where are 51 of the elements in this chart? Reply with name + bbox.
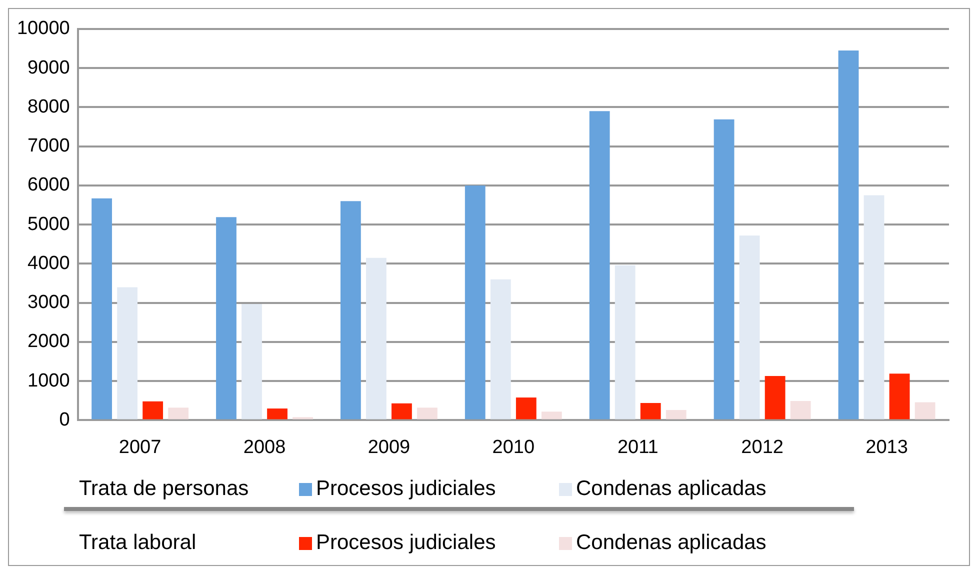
bar xyxy=(392,403,412,420)
bar xyxy=(739,236,760,420)
text: Trata laboral xyxy=(79,531,198,555)
y-tick-label: 4000 xyxy=(28,252,70,274)
bar xyxy=(864,195,884,420)
text: Trata de personas xyxy=(79,477,250,501)
y-tick-label: 9000 xyxy=(28,57,70,78)
bar xyxy=(417,408,438,420)
y-tick-label: 6000 xyxy=(28,174,70,196)
legend-label: Procesos judiciales xyxy=(316,531,496,555)
y-tick-label: 8000 xyxy=(28,96,70,118)
bar xyxy=(541,412,562,420)
bar xyxy=(92,198,112,420)
y-tick-label: 3000 xyxy=(28,292,70,314)
y-tick-label: 5000 xyxy=(28,214,70,235)
bar xyxy=(216,217,236,420)
bar xyxy=(366,258,386,420)
bar xyxy=(614,265,636,420)
bar xyxy=(640,402,661,420)
bar xyxy=(714,119,734,420)
x-tick-label: 2010 xyxy=(492,436,535,458)
bar xyxy=(666,410,686,420)
x-tick-label: 2007 xyxy=(118,436,162,458)
bar xyxy=(142,401,164,420)
bar xyxy=(589,111,610,420)
bar xyxy=(914,402,936,420)
x-tick-label: 2012 xyxy=(741,436,784,458)
x-tick-label: 2013 xyxy=(866,436,908,458)
bar xyxy=(464,185,486,420)
y-tick-label: 10000 xyxy=(16,18,70,40)
bar xyxy=(117,287,138,420)
legend-label: Condenas aplicadas xyxy=(576,531,766,555)
y-tick-label: 2000 xyxy=(28,331,70,352)
bar xyxy=(340,201,361,420)
bar xyxy=(267,408,288,420)
y-tick-label: 1000 xyxy=(28,370,70,392)
bar xyxy=(838,50,859,420)
bar xyxy=(490,279,511,420)
bar xyxy=(242,304,262,420)
bar xyxy=(790,401,811,420)
y-tick-label: 7000 xyxy=(28,136,70,157)
legend-label: Condenas aplicadas xyxy=(576,477,766,501)
x-tick-label: 2011 xyxy=(617,436,658,458)
y-tick-label: 0 xyxy=(59,409,70,430)
bar xyxy=(889,374,910,420)
bar xyxy=(168,408,189,420)
bar xyxy=(516,398,536,420)
x-tick-label: 2009 xyxy=(368,436,410,458)
x-tick-label: 2008 xyxy=(243,436,286,458)
legend-label: Procesos judiciales xyxy=(316,477,496,501)
bar xyxy=(764,376,786,420)
